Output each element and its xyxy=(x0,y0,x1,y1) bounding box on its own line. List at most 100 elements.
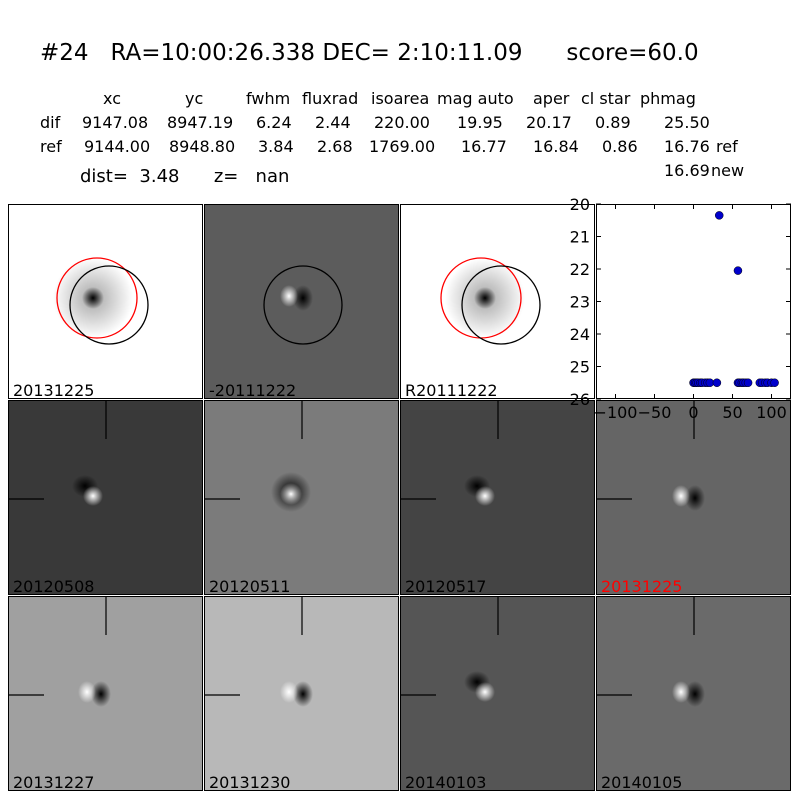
positive-lobe xyxy=(475,486,495,506)
positive-core xyxy=(280,483,302,505)
row-label: ref xyxy=(40,137,62,156)
negative-lobe xyxy=(293,285,313,311)
cell: 2.44 xyxy=(315,113,351,132)
cell: 25.50 xyxy=(664,113,710,132)
thumbnail-date-label: 20140103 xyxy=(405,773,487,791)
dist-line: dist= 3.48 z= nan xyxy=(80,166,289,187)
thumbnail-date-label: 20120508 xyxy=(13,577,95,595)
col-aper: aper xyxy=(533,89,570,108)
y-tick-label: 26 xyxy=(570,390,590,409)
magnitude-scatter-plot: 20 21 22 23 24 25 26−100 −50 0 50 100 xyxy=(570,195,791,422)
thumbnail-image xyxy=(401,597,499,702)
thumbnail-date-label: 20120517 xyxy=(405,577,487,595)
positive-lobe xyxy=(280,681,298,703)
x-tick-label: 0 xyxy=(688,403,698,422)
thumbnail-image xyxy=(597,597,705,707)
thumbnail-date-label: 20131230 xyxy=(209,773,291,791)
data-point xyxy=(714,211,724,220)
thumbnail-image xyxy=(9,401,107,506)
psf-core xyxy=(82,287,104,309)
data-point xyxy=(770,378,779,387)
cell: 0.89 xyxy=(595,113,631,132)
thumbnail-date-label: -20111222 xyxy=(209,381,297,399)
ref-aperture-circle xyxy=(56,257,138,339)
thumbnail-panel: 20140105 xyxy=(596,596,791,791)
thumbnail-image xyxy=(205,597,313,707)
thumbnail-image xyxy=(205,401,311,512)
row-label: dif xyxy=(40,113,61,132)
col-isoarea: isoarea xyxy=(371,89,430,108)
thumbnail-panel: 20131230 xyxy=(204,596,399,791)
col-fluxrad: fluxrad xyxy=(302,89,359,108)
col-phmag: phmag xyxy=(640,89,696,108)
psf-core xyxy=(474,287,496,309)
positive-lobe xyxy=(672,485,690,507)
cell: 1769.00 xyxy=(369,137,436,156)
thumbnail-panel: 20131225 xyxy=(596,400,791,595)
cell: 2.68 xyxy=(317,137,353,156)
cell: 16.76 xyxy=(664,137,710,156)
title: #24 RA=10:00:26.338 DEC= 2:10:11.09 scor… xyxy=(40,40,699,66)
col-fwhm: fwhm xyxy=(246,89,291,108)
thumbnail-date-label: 20131225 xyxy=(601,577,683,595)
y-tick-label: 23 xyxy=(570,293,590,312)
cell: 9144.00 xyxy=(84,137,151,156)
dist-value: 3.48 xyxy=(139,166,180,187)
cell: 9147.08 xyxy=(82,113,149,132)
cell: 16.84 xyxy=(533,137,579,156)
plot-frame xyxy=(596,204,791,399)
thumbnail-panel: 20131225 xyxy=(8,204,203,399)
thumbnail-panel: 20120511 xyxy=(204,400,399,595)
aperture-circle xyxy=(461,265,541,345)
positive-lobe xyxy=(280,285,298,307)
positive-lobe xyxy=(672,681,690,703)
data-point xyxy=(743,378,753,387)
positive-lobe xyxy=(83,486,103,506)
new-phmag: 16.69 xyxy=(664,161,710,180)
x-tick-label: 50 xyxy=(722,403,742,422)
thumbnail-date-label: 20131225 xyxy=(13,381,95,399)
z-value: nan xyxy=(255,166,290,187)
x-tick-label: −100 xyxy=(594,403,638,422)
thumbnail-panel: 20140103 xyxy=(400,596,595,791)
aperture-circle xyxy=(69,265,149,345)
positive-lobe xyxy=(78,681,96,703)
negative-lobe xyxy=(685,681,705,707)
cell: 220.00 xyxy=(374,113,430,132)
col-cl-star: cl star xyxy=(581,89,631,108)
cell: 19.95 xyxy=(457,113,503,132)
cell: 3.84 xyxy=(258,137,294,156)
negative-lobe xyxy=(91,681,111,707)
y-tick-label: 25 xyxy=(570,358,590,377)
col-xc: xc xyxy=(103,89,121,108)
thumbnail-image xyxy=(597,401,705,511)
thumbnail-panel: 20120517 xyxy=(400,400,595,595)
thumbnail-panel: -20111222 xyxy=(204,204,399,399)
cell: 8947.19 xyxy=(167,113,234,132)
new-label: new xyxy=(711,161,745,180)
negative-lobe xyxy=(293,681,313,707)
thumbnail-date-label: R20111222 xyxy=(405,381,498,399)
data-point xyxy=(712,378,722,387)
thumbnail-image xyxy=(53,257,149,345)
cell: 8948.80 xyxy=(169,137,236,156)
y-tick-label: 21 xyxy=(570,228,590,247)
cell: 16.77 xyxy=(461,137,507,156)
thumbnail-image xyxy=(401,401,499,506)
cell: 0.86 xyxy=(602,137,638,156)
thumbnail-date-label: 20131227 xyxy=(13,773,95,791)
ref-note: ref xyxy=(716,137,738,156)
thumbnail-panel: 20131227 xyxy=(8,596,203,791)
thumbnail-panel: 20120508 xyxy=(8,400,203,595)
thumbnail-date-label: 20140105 xyxy=(601,773,683,791)
z-label: z= xyxy=(213,166,239,187)
cell: 20.17 xyxy=(526,113,572,132)
y-tick-label: 20 xyxy=(570,195,590,214)
data-point xyxy=(733,266,743,275)
cell: 6.24 xyxy=(256,113,292,132)
thumbnail-image xyxy=(440,257,541,345)
thumbnail-panel: R20111222 xyxy=(400,204,595,399)
x-tick-label: 100 xyxy=(756,403,787,422)
aperture-circle xyxy=(263,265,343,345)
thumbnail-date-label: 20120511 xyxy=(209,577,291,595)
